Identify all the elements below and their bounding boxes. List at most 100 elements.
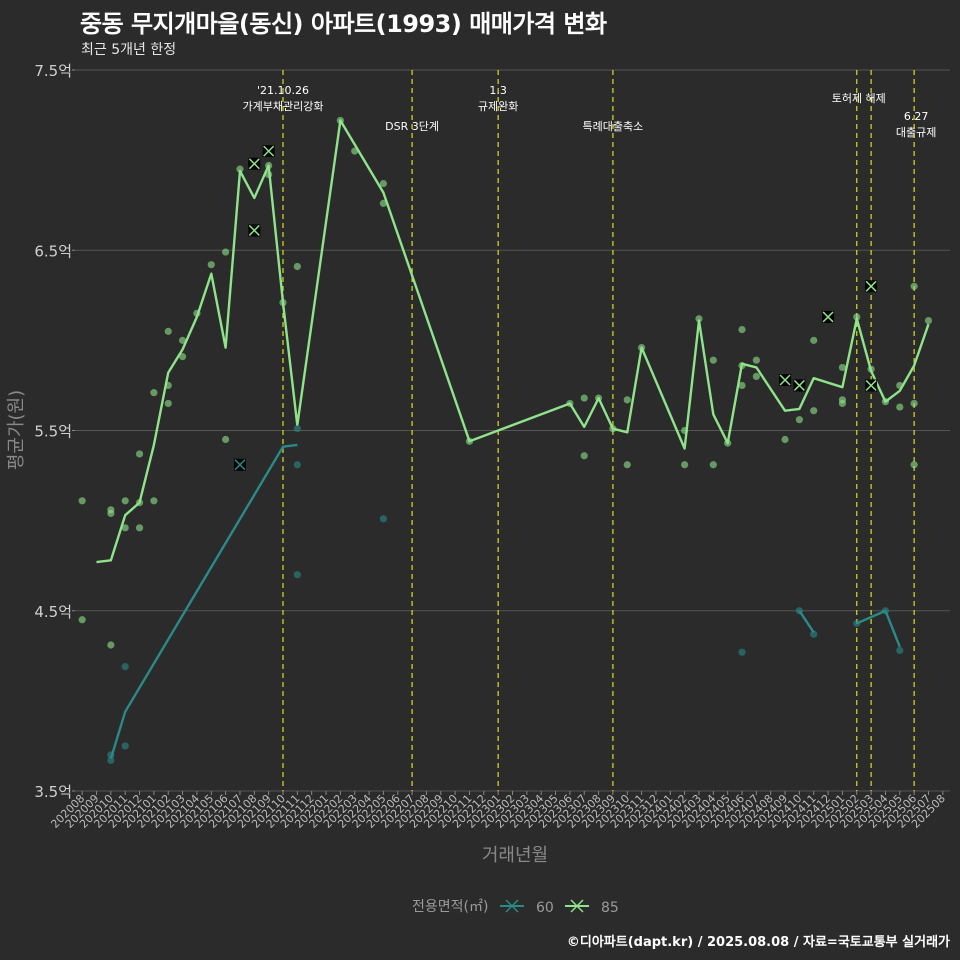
event-label: 대출규제	[896, 126, 936, 139]
data-point-85	[810, 336, 818, 344]
data-point-85	[178, 336, 187, 344]
series-line-85	[96, 119, 930, 564]
data-point-60	[881, 607, 890, 615]
data-point-85	[78, 616, 86, 624]
data-point-85	[193, 309, 201, 317]
y-tick-label: 5.5억	[34, 423, 72, 441]
data-point-85	[752, 372, 760, 381]
event-label: 6.27	[904, 110, 929, 123]
event-label: 가계부채관리강화	[243, 100, 324, 113]
data-point-85	[107, 509, 115, 518]
data-point-85	[881, 398, 890, 406]
y-tick-label: 6.5억	[34, 242, 72, 260]
data-point-85	[838, 363, 847, 372]
data-point-85	[379, 179, 388, 188]
data-point-85	[135, 524, 144, 532]
series-line-60	[109, 443, 901, 759]
data-point-85	[150, 497, 158, 505]
data-point-60	[379, 515, 388, 523]
cancelled-cross	[248, 224, 260, 236]
cancelled-cross	[865, 379, 877, 391]
cancelled-cross	[779, 374, 791, 386]
event-label: '21.10.26	[257, 84, 309, 97]
data-point-85	[724, 439, 732, 447]
data-point-60	[795, 607, 803, 615]
data-point-60	[293, 425, 301, 433]
data-point-85	[336, 116, 344, 125]
chart-subtitle: 최근 5개년 한정	[81, 42, 177, 58]
data-point-85	[178, 352, 187, 361]
data-point-85	[465, 437, 474, 445]
chart-title: 중동 무지개마을(동신) 아파트(1993) 매매가격 변화	[80, 10, 607, 38]
y-tick-label: 3.5억	[34, 783, 72, 801]
data-point-85	[637, 343, 646, 352]
data-point-85	[709, 461, 717, 469]
x-axis-ticks: 2020082020092020102020112020122021012021…	[48, 791, 948, 831]
cancelled-marker-85	[865, 280, 878, 293]
cancelled-cross	[793, 379, 805, 391]
data-point-85	[752, 356, 760, 364]
data-point-85	[738, 325, 746, 334]
data-point-85	[379, 199, 388, 207]
data-point-60	[896, 646, 904, 655]
cancelled-marker-85	[779, 374, 792, 387]
data-point-85	[566, 399, 574, 408]
cancelled-marker-85	[248, 157, 261, 170]
data-point-85	[222, 435, 230, 444]
cancelled-cross	[234, 459, 246, 471]
data-point-85	[896, 403, 904, 411]
cancelled-marker-85	[793, 379, 806, 392]
data-point-85	[107, 641, 115, 649]
series-lines	[96, 119, 930, 759]
data-point-85	[164, 399, 172, 408]
data-point-85	[738, 381, 746, 390]
cancelled-marker-85	[262, 145, 275, 158]
data-point-85	[236, 165, 244, 173]
data-point-85	[265, 170, 273, 179]
data-point-85	[910, 461, 918, 469]
event-label: 1.3	[489, 84, 507, 97]
data-point-60	[121, 742, 129, 750]
cancelled-cross	[248, 158, 260, 170]
data-point-85	[896, 381, 904, 390]
data-point-85	[594, 394, 603, 402]
data-point-85	[580, 452, 588, 460]
data-point-85	[150, 389, 158, 397]
event-label: DSR 3단계	[385, 120, 439, 133]
data-point-60	[107, 751, 115, 759]
data-point-60	[293, 571, 301, 579]
y-axis-ticks: 3.5억 4.5억 5.5억 6.5억 7.5억	[34, 62, 75, 801]
data-point-85	[781, 435, 789, 444]
data-point-85	[265, 161, 273, 170]
data-point-85	[121, 524, 129, 532]
data-point-85	[623, 461, 631, 469]
legend-title: 전용면적(㎡)	[412, 899, 488, 915]
data-point-85	[78, 497, 86, 505]
data-point-85	[580, 394, 588, 402]
data-point-60	[107, 756, 115, 764]
data-point-85	[838, 399, 847, 408]
legend-label: 60	[536, 900, 554, 916]
data-points	[78, 116, 933, 764]
data-point-85	[121, 497, 129, 505]
data-point-85	[135, 450, 144, 458]
legend-label: 85	[601, 900, 619, 916]
data-point-60	[121, 663, 129, 671]
data-point-85	[910, 399, 918, 408]
gridlines	[75, 69, 950, 792]
data-point-85	[609, 425, 617, 433]
y-axis-title: 평균가(원)	[6, 390, 27, 470]
policy-event-lines	[282, 70, 915, 791]
event-label: 특례대출축소	[583, 120, 644, 133]
data-point-85	[853, 313, 861, 321]
event-label: 토허제 해제	[832, 91, 886, 105]
cancelled-cross	[822, 311, 834, 323]
data-point-85	[681, 426, 689, 435]
data-point-85	[795, 416, 803, 424]
cancelled-cross	[865, 280, 877, 292]
data-point-60	[853, 619, 861, 627]
data-point-85	[164, 381, 172, 390]
cancelled-marker-85	[865, 379, 878, 392]
data-point-85	[681, 461, 689, 469]
